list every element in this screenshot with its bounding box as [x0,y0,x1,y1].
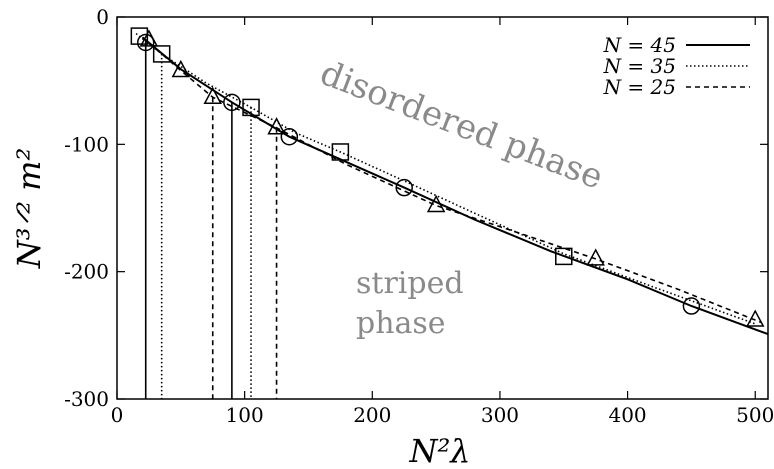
data-point-triangle [586,248,605,266]
data-point-circle [395,178,413,197]
x-tick-label: 200 [353,403,391,427]
data-point-circle [223,93,241,112]
x-tick-label: 300 [481,403,519,427]
y-axis-title: N³ᐟ² m² [10,148,48,270]
annotation-phase: phase [356,306,446,341]
y-tick-label: -200 [64,260,109,284]
x-tick-label: 100 [226,403,264,427]
data-point-triangle [171,59,191,78]
data-point-triangle [139,29,159,47]
data-point-circle [682,297,701,315]
data-point-square [130,27,149,45]
data-point-square [331,143,350,161]
data-point-square [555,247,573,266]
x-tick-label: 400 [608,403,646,427]
data-point-triangle [426,194,446,213]
data-point-circle [136,33,155,52]
y-tick-label: 0 [96,5,109,29]
legend-label: N = 25 [603,75,676,99]
data-point-square [242,98,260,117]
legend-label: N = 35 [603,54,676,78]
plot-frame [116,16,769,400]
data-point-circle [280,127,299,146]
y-tick-label: -100 [64,132,109,156]
x-axis-title: N²λ [408,432,470,469]
annotation-disordered-phase: disordered phase [315,53,609,198]
x-tick-label: 0 [111,403,124,427]
data-point-triangle [267,117,286,135]
data-point-triangle [203,86,222,104]
x-tick-label: 500 [736,403,774,427]
data-point-square [152,45,171,63]
data-point-triangle [745,309,765,327]
legend-label: N = 45 [603,33,676,57]
y-tick-label: -300 [64,387,109,411]
annotation-striped: striped [356,266,464,301]
series-line [135,32,756,325]
